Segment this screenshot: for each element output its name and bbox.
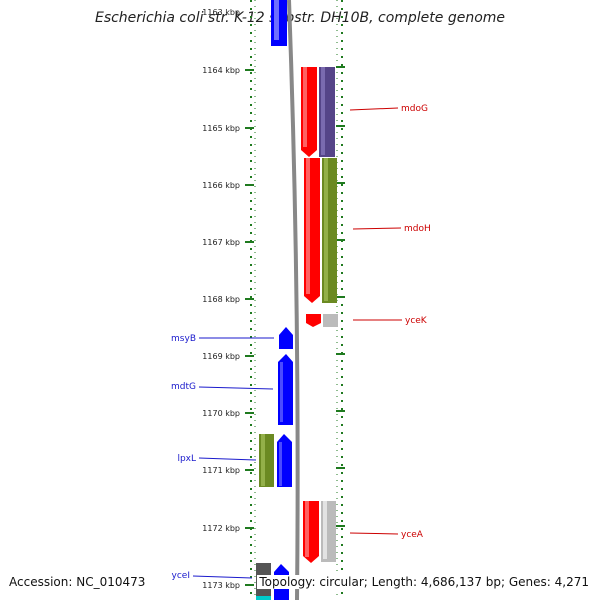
svg-text:1165 kbp: 1165 kbp (202, 124, 240, 133)
svg-text:1170 kbp: 1170 kbp (202, 409, 240, 418)
gene-mdoG-cog (319, 67, 335, 157)
gene-yceK-cog (323, 314, 338, 327)
svg-text:1169 kbp: 1169 kbp (202, 352, 240, 361)
genome-backbone (287, 0, 300, 600)
label-lpxL: lpxL (177, 454, 257, 464)
label-yceK: yceK (353, 316, 428, 326)
gene-mdtG[interactable] (278, 354, 293, 425)
gene-yceA-cog (321, 501, 336, 562)
tick: 1166 kbp (202, 181, 254, 190)
tick: 1170 kbp (202, 409, 254, 418)
svg-text:1173 kbp: 1173 kbp (202, 581, 240, 590)
svg-text:1167 kbp: 1167 kbp (202, 238, 240, 247)
map-title: Escherichia coli str. K-12 substr. DH10B… (94, 10, 506, 26)
kbp-ticks: 1163 kbp 1164 kbp 1165 kbp 1166 kbp 1167… (202, 8, 345, 590)
svg-text:lpxL: lpxL (177, 454, 196, 464)
tick: 1164 kbp (202, 66, 254, 75)
svg-text:1172 kbp: 1172 kbp (202, 524, 240, 533)
svg-text:mdtG: mdtG (171, 382, 196, 392)
gene-msyB[interactable] (279, 327, 293, 349)
gene-mdoH[interactable] (304, 158, 320, 303)
tick: 1165 kbp (202, 124, 254, 133)
gene-yceA[interactable] (303, 501, 319, 563)
svg-text:1171 kbp: 1171 kbp (202, 466, 240, 475)
svg-text:mdoH: mdoH (404, 224, 431, 234)
label-msyB: msyB (171, 334, 274, 344)
svg-text:1168 kbp: 1168 kbp (202, 295, 240, 304)
tick: 1169 kbp (202, 352, 254, 361)
reverse-gene-top (271, 0, 287, 46)
svg-text:1166 kbp: 1166 kbp (202, 181, 240, 190)
svg-text:mdoG: mdoG (401, 104, 428, 114)
svg-text:1164 kbp: 1164 kbp (202, 66, 240, 75)
topology-summary: Topology: circular; Length: 4,686,137 bp… (257, 575, 591, 589)
svg-text:yceA: yceA (401, 530, 424, 540)
gene-mdoH-cog (322, 158, 337, 303)
tick: 1173 kbp (202, 581, 254, 590)
gene-mdoG[interactable] (301, 67, 317, 157)
svg-text:yceI: yceI (172, 571, 190, 581)
svg-text:yceK: yceK (405, 316, 428, 326)
gene-yceK[interactable] (306, 314, 321, 327)
gene-lpxL[interactable] (277, 434, 292, 487)
label-mdoG: mdoG (349, 104, 428, 114)
accession-text: Accession: NC_010473 (9, 575, 146, 589)
svg-text:msyB: msyB (171, 334, 196, 344)
top-partial-tick-label: 1163 kbp (202, 8, 240, 17)
tick: 1167 kbp (202, 238, 254, 247)
label-yceA: yceA (349, 530, 424, 540)
gene-lpxL-cog (259, 434, 274, 487)
label-yceI: yceI (172, 571, 253, 581)
label-mdoH: mdoH (352, 224, 431, 234)
tick: 1172 kbp (202, 524, 254, 533)
label-mdtG: mdtG (171, 382, 274, 392)
tick: 1168 kbp (202, 295, 254, 304)
tick: 1171 kbp (202, 466, 254, 475)
